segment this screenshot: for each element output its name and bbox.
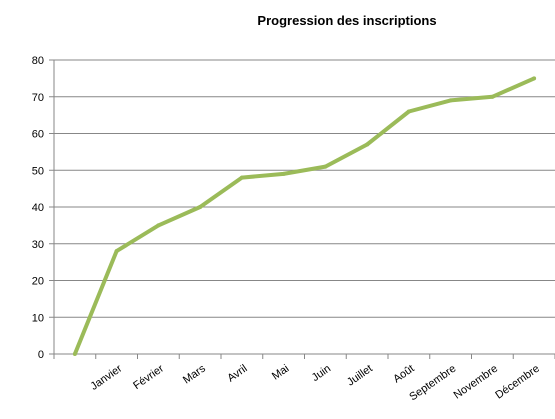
- data-point-0-0: [72, 352, 77, 356]
- data-point-0-7: [365, 142, 370, 147]
- data-point-0-4: [239, 175, 244, 180]
- x-tick-label-3: Mars: [181, 362, 208, 386]
- data-point-0-3: [198, 205, 203, 209]
- data-point-0-11: [532, 76, 537, 81]
- y-tick-label-20: 20: [32, 276, 44, 288]
- x-tick-labels: Janvier Février Mars Avril Mai Juin Juillet Aoû…: [88, 362, 541, 403]
- y-tick-label-80: 80: [32, 55, 44, 67]
- data-point-0-10: [490, 94, 495, 99]
- y-tick-label-40: 40: [32, 202, 44, 214]
- data-point-0-9: [448, 98, 453, 103]
- chart-title: Progression des inscriptions: [257, 13, 436, 28]
- series-layer: [72, 76, 537, 356]
- x-tick-label-10: Novembre: [452, 363, 500, 402]
- x-tick-label-2: Février: [131, 362, 166, 392]
- x-tick-label-1: Janvier: [88, 362, 124, 392]
- x-tick-label-4: Avril: [225, 363, 249, 385]
- data-point-0-5: [281, 171, 286, 176]
- axes: [49, 59, 555, 359]
- x-tick-label-8: Août: [391, 363, 416, 386]
- y-tick-label-60: 60: [32, 129, 44, 141]
- x-tick-label-11: Décembre: [493, 363, 541, 402]
- y-tick-label-70: 70: [32, 92, 44, 104]
- data-point-0-8: [406, 109, 411, 114]
- data-point-0-2: [156, 223, 161, 228]
- data-point-0-6: [323, 164, 328, 169]
- data-point-0-1: [114, 249, 119, 254]
- y-tick-label-30: 30: [32, 239, 44, 251]
- x-tick-label-5: Mai: [270, 363, 291, 383]
- y-tick-label-50: 50: [32, 165, 44, 177]
- y-tick-label-0: 0: [38, 349, 44, 361]
- y-tick-label-10: 10: [32, 312, 44, 324]
- series-line-0: [73, 76, 535, 355]
- y-tick-labels: 0 10 20 30 40 50 60 70 80: [32, 55, 44, 361]
- x-tick-label-7: Juillet: [345, 363, 375, 389]
- x-tick-label-9: Septembre: [407, 363, 458, 404]
- x-tick-label-6: Juin: [310, 363, 333, 384]
